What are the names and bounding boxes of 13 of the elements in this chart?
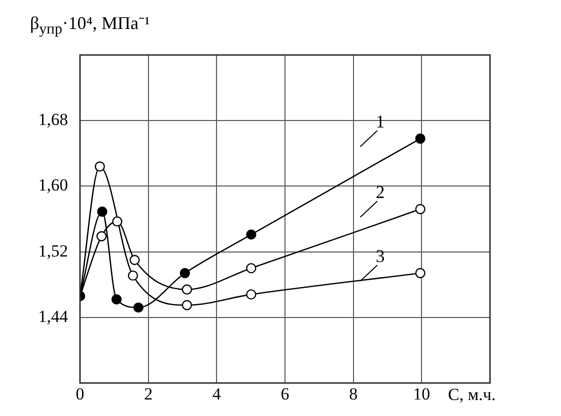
- y-tick-label: 1,68: [38, 110, 68, 130]
- x-tick-label: 2: [144, 384, 153, 404]
- x-tick-label: 4: [212, 384, 222, 404]
- x-axis-title: С, м.ч.: [448, 385, 496, 405]
- x-tick-label: 10: [413, 384, 430, 404]
- x-tick-label: 6: [280, 384, 290, 404]
- y-tick-label: 1,44: [38, 306, 68, 326]
- y-axis-title: β$_{упр}$·10⁴, МПа⁻¹: [30, 12, 150, 39]
- x-tick-label: 8: [349, 384, 358, 404]
- y-tick-label: 1,60: [38, 176, 68, 195]
- y-tick-label: 1,52: [38, 241, 68, 260]
- annotation: 2: [376, 182, 385, 202]
- x-tick-label: 0: [76, 384, 84, 404]
